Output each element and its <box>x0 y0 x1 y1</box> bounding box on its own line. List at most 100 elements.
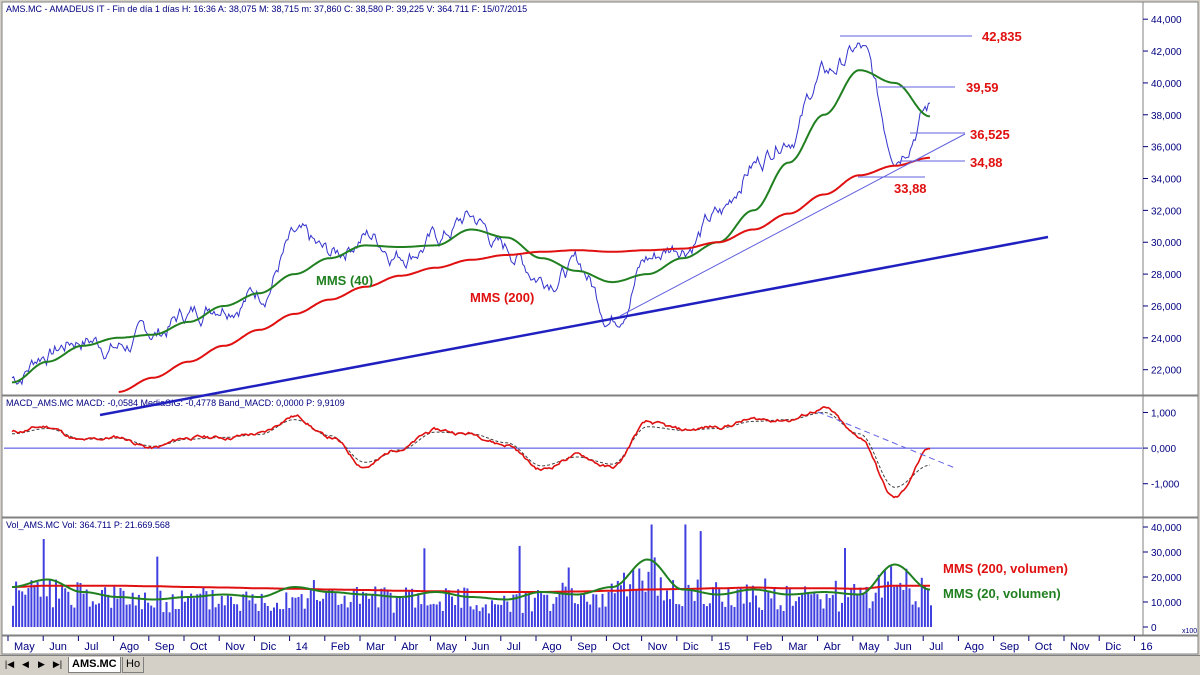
volume-panel[interactable] <box>1 517 1144 636</box>
volume-bar <box>230 596 232 627</box>
volume-bar <box>460 607 463 627</box>
volume-y-tick-label: 20,000 <box>1151 573 1182 584</box>
volume-bar <box>58 598 61 627</box>
volume-bar <box>702 604 705 627</box>
x-tick-label: Dic <box>1105 641 1121 653</box>
volume-bar <box>807 592 810 627</box>
volume-bar <box>392 612 395 627</box>
volume-bar <box>291 597 294 627</box>
volume-bar <box>767 592 770 627</box>
price-y-tick-label: 38,000 <box>1151 111 1182 122</box>
ma40-label: MMS (40) <box>316 273 373 288</box>
tab-ams-mc[interactable]: AMS.MC <box>68 657 121 673</box>
volume-bar <box>438 601 441 627</box>
volume-bar <box>527 594 530 627</box>
volume-bar <box>48 579 51 627</box>
x-tick-label: Oct <box>190 641 207 653</box>
volume-bar <box>362 591 364 627</box>
x-tick-label: May <box>14 641 35 653</box>
volume-bar <box>101 590 103 627</box>
x-tick-label: Mar <box>366 641 385 653</box>
volume-bar <box>266 606 269 627</box>
long-trend-line[interactable] <box>99 235 1049 417</box>
prev-icon[interactable]: ◀ <box>22 659 29 669</box>
macd-panel[interactable] <box>1 395 1144 518</box>
x-tick-label: Jul <box>929 641 943 653</box>
volume-bar <box>248 600 251 627</box>
macd-header: MACD_AMS.MC MACD: -0,0584 MediaSIG: -0,4… <box>6 398 345 408</box>
x-tick-label: Ago <box>120 641 140 653</box>
volume-bar <box>745 584 748 627</box>
level-label-3488: 34,88 <box>970 155 1003 170</box>
volume-bar <box>530 611 533 627</box>
vol-ma200-line <box>12 584 930 593</box>
volume-bar <box>472 609 475 627</box>
volume-bar <box>905 568 908 627</box>
volume-bar <box>850 588 853 627</box>
volume-bar <box>371 594 374 627</box>
volume-bar <box>570 588 573 627</box>
volume-bar <box>613 593 616 627</box>
volume-bar <box>930 605 932 627</box>
volume-bar <box>331 588 334 627</box>
volume-bar <box>365 593 368 627</box>
volume-bar <box>914 601 917 627</box>
volume-bar <box>140 609 143 627</box>
volume-bar <box>761 610 764 627</box>
volume-bar <box>24 594 27 627</box>
tab-ho[interactable]: Ho <box>122 657 145 673</box>
volume-bar <box>104 587 107 627</box>
volume-bar <box>837 611 840 627</box>
volume-bar <box>263 603 266 627</box>
volume-bar <box>119 588 122 627</box>
volume-bar <box>312 580 315 627</box>
volume-bar <box>773 588 776 627</box>
volume-bar <box>506 601 509 627</box>
volume-bar <box>303 608 306 627</box>
price-y-tick-label: 40,000 <box>1151 79 1182 90</box>
volume-bar <box>21 591 24 627</box>
x-tick-label: Jul <box>507 641 521 653</box>
price-y-axis: 22,000 24,000 26,000 28,000 30,000 32,000 34,0… <box>1143 15 1182 377</box>
volume-bar <box>650 524 653 627</box>
last-icon[interactable]: ▶| <box>52 659 63 669</box>
volume-bar <box>180 590 183 627</box>
x-tick-label: 14 <box>296 641 308 653</box>
volume-y-tick-label: 0 <box>1151 623 1157 634</box>
volume-bar <box>417 593 420 627</box>
volume-bar <box>601 593 604 627</box>
volume-bar <box>282 609 285 627</box>
volume-bar <box>98 603 100 627</box>
volume-bar <box>589 604 592 627</box>
volume-bar <box>85 589 88 627</box>
next-icon[interactable]: ▶ <box>38 659 45 669</box>
macd-axis-panel <box>1142 395 1199 518</box>
volume-bar <box>580 595 582 627</box>
x-tick-label: Oct <box>612 641 629 653</box>
volume-bar <box>911 604 914 627</box>
first-icon[interactable]: |◀ <box>4 659 15 669</box>
volume-bar <box>187 597 189 627</box>
price-y-tick-label: 44,000 <box>1151 15 1182 26</box>
volume-bar <box>233 604 236 627</box>
volume-bar <box>349 602 352 627</box>
volume-bar <box>217 603 220 627</box>
volume-bar <box>604 606 607 627</box>
volume-bar <box>776 609 779 627</box>
volume-bar <box>623 572 625 627</box>
volume-bar <box>788 588 791 627</box>
volume-bar <box>61 586 64 627</box>
volume-bar <box>552 603 555 627</box>
volume-bar <box>36 582 39 627</box>
volume-bar <box>497 604 500 627</box>
short-trend-line[interactable] <box>619 133 966 317</box>
volume-bar <box>340 603 343 627</box>
price-panel[interactable] <box>1 1 1144 396</box>
volume-bar <box>64 588 67 627</box>
price-line <box>11 42 931 386</box>
volume-bar <box>389 592 392 627</box>
macd-trend-line[interactable] <box>817 411 956 469</box>
volume-bar <box>73 607 76 627</box>
macd-series <box>4 406 1142 499</box>
